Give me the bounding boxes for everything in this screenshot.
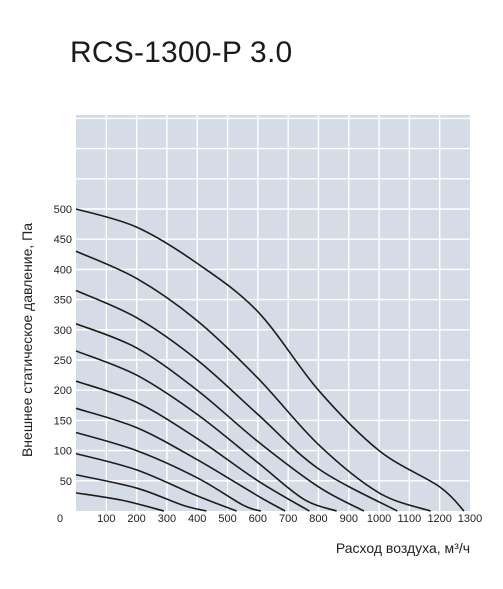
- y-axis-label: Внешнее статическое давление, Па: [19, 223, 35, 457]
- chart-title: RCS-1300-P 3.0: [70, 36, 293, 69]
- x-tick-label: 100: [97, 513, 115, 525]
- x-tick-label: 1000: [367, 513, 391, 525]
- pressure-curve-10: [75, 473, 207, 512]
- y-tick-label: 150: [54, 415, 72, 427]
- y-tick-label: 200: [54, 385, 72, 397]
- y-tick-label: 400: [54, 264, 72, 276]
- pressure-curve-9: [75, 452, 237, 512]
- pressure-curve-1: [75, 208, 465, 512]
- x-tick-label: 800: [309, 513, 327, 525]
- pressure-curve-7: [75, 407, 286, 512]
- curves: [75, 208, 465, 512]
- x-tick-label: 700: [279, 513, 297, 525]
- pressure-curve-8: [75, 431, 262, 512]
- pressure-curve-6: [75, 380, 310, 512]
- grid: [76, 115, 470, 511]
- x-tick-label: 500: [218, 513, 236, 525]
- x-tick-label: 1200: [427, 513, 451, 525]
- x-tick-label: 900: [340, 513, 358, 525]
- y-tick-label: 300: [54, 325, 72, 337]
- x-tick-label: 1300: [458, 513, 482, 525]
- x-tick-label: 0: [57, 513, 63, 525]
- pressure-curve-4: [75, 323, 365, 512]
- y-tick-label: 50: [60, 476, 72, 488]
- y-tick-label: 100: [54, 446, 72, 458]
- y-tick-label: 450: [54, 234, 72, 246]
- y-tick-label: 350: [54, 295, 72, 307]
- pressure-curve-11: [75, 492, 165, 512]
- y-tick-label: 500: [54, 204, 72, 216]
- pressure-curve-2: [75, 250, 431, 512]
- y-tick-label: 250: [54, 355, 72, 367]
- pressure-curve-5: [75, 350, 337, 512]
- plot-background: [76, 115, 470, 511]
- x-tick-label: 1100: [398, 513, 422, 525]
- x-axis-label: Расход воздуха, м³/ч: [336, 540, 470, 556]
- x-tick-label: 400: [188, 513, 206, 525]
- x-tick-label: 600: [249, 513, 267, 525]
- y-tick-labels: 50 100 150 200 250 300 350 400 450 500: [54, 204, 72, 488]
- x-tick-label: 200: [127, 513, 145, 525]
- x-tick-labels: 0 100 200 300 400 500 600 700 800 900 1000 1100 1200…: [57, 513, 482, 525]
- x-tick-label: 300: [158, 513, 176, 525]
- pressure-curve-3: [75, 289, 398, 512]
